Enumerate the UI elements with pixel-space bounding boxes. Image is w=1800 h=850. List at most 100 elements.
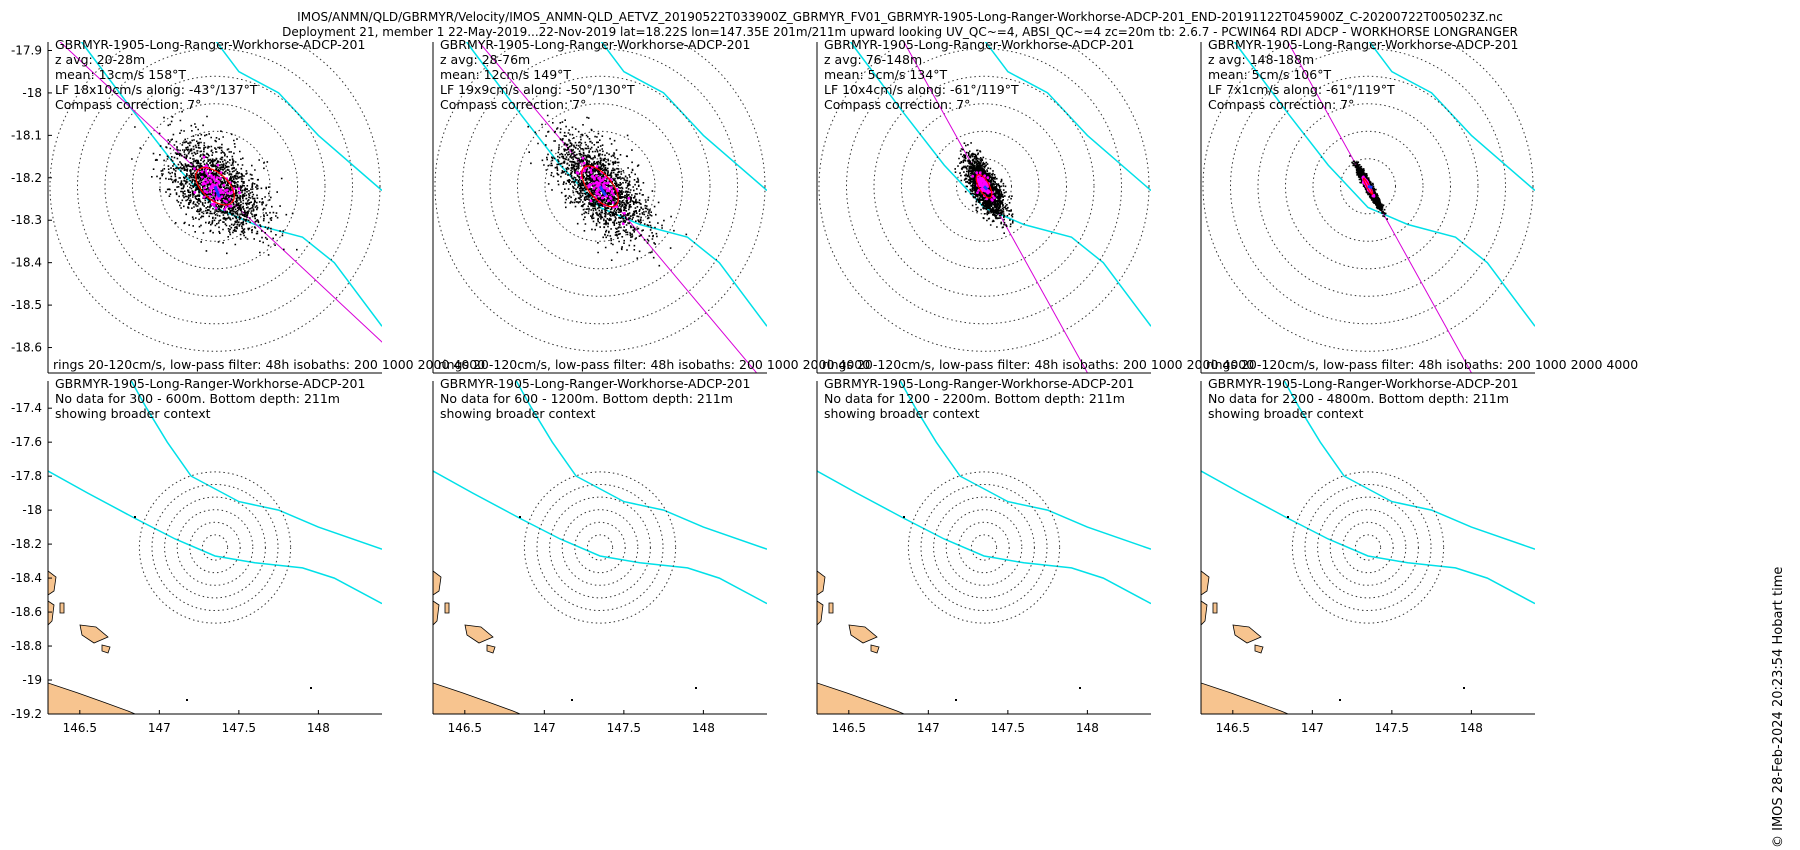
x-tick-label: 148 — [1460, 721, 1483, 735]
speed-ring — [189, 521, 241, 574]
reef-point — [695, 687, 697, 689]
speed-ring — [489, 75, 711, 297]
island — [59, 602, 65, 614]
isobath-line — [215, 42, 382, 192]
isobath-line — [433, 470, 767, 605]
context-label: showing broader context — [1208, 406, 1364, 421]
panel-title: GBRMYR-1905-Long-Ranger-Workhorse-ADCP-2… — [1208, 37, 1518, 52]
scatter-points — [527, 100, 688, 267]
y-tick-label: -17.8 — [11, 469, 42, 483]
y-tick-label: -18.2 — [11, 171, 42, 185]
compass-correction-label: Compass correction: 7° — [55, 97, 201, 112]
depth-range-label: z avg: 76-148m — [824, 52, 922, 67]
y-tick-label: -18.3 — [11, 213, 42, 227]
speed-ring — [462, 48, 738, 325]
mean-velocity-label: mean: 5cm/s 106°T — [1208, 67, 1331, 82]
x-tick-label: 146.5 — [63, 721, 97, 735]
reef-point — [1339, 699, 1341, 701]
panel-title: GBRMYR-1905-Long-Ranger-Workhorse-ADCP-2… — [55, 376, 365, 391]
lowpass-stats-label: LF 18x10cm/s along: -43°/137°T — [55, 82, 258, 97]
isobath-line — [1283, 381, 1535, 550]
island — [48, 600, 55, 626]
speed-ring — [132, 103, 298, 270]
y-tick-label: -18.6 — [11, 341, 42, 355]
reef-point — [1287, 516, 1289, 518]
speed-ring — [907, 471, 1061, 624]
figure-title-path: IMOS/ANMN/QLD/GBRMYR/Velocity/IMOS_ANMN-… — [297, 10, 1503, 24]
speed-ring — [933, 496, 1035, 599]
speed-ring — [1329, 509, 1407, 586]
speed-ring — [1257, 75, 1479, 297]
island — [817, 600, 824, 626]
speed-ring — [517, 103, 683, 270]
x-tick-label: 147 — [148, 721, 171, 735]
speed-ring — [574, 521, 626, 574]
velocity-scatter — [527, 100, 688, 267]
isobath-line — [984, 42, 1151, 192]
mean-vector — [1367, 184, 1373, 189]
context-label: showing broader context — [55, 406, 211, 421]
panel-title: GBRMYR-1905-Long-Ranger-Workhorse-ADCP-2… — [824, 376, 1134, 391]
y-tick-label: -17.4 — [11, 401, 42, 415]
island — [464, 624, 494, 644]
no-data-label: No data for 300 - 600m. Bottom depth: 21… — [55, 391, 340, 406]
y-tick-label: -18.4 — [11, 571, 42, 585]
mean-vector — [213, 185, 221, 198]
speed-ring — [958, 521, 1010, 574]
reef-point — [571, 699, 573, 701]
lowpass-stats-label: LF 7x1cm/s along: -61°/119°T — [1208, 82, 1395, 97]
compass-correction-label: Compass correction: 7° — [824, 97, 970, 112]
isobath-line — [48, 470, 382, 605]
footer-label: rings 20-120cm/s, low-pass filter: 48h i… — [822, 357, 1254, 372]
isobath-line — [130, 381, 382, 550]
speed-ring — [901, 103, 1067, 270]
speed-ring — [77, 48, 353, 325]
island — [817, 570, 826, 596]
no-data-label: No data for 600 - 1200m. Bottom depth: 2… — [440, 391, 733, 406]
context-label: showing broader context — [440, 406, 596, 421]
velocity-panel-2: GBRMYR-1905-Long-Ranger-Workhorse-ADCP-2… — [432, 37, 870, 374]
no-data-label: No data for 2200 - 4800m. Bottom depth: … — [1208, 391, 1509, 406]
mean-velocity-label: mean: 5cm/s 134°T — [824, 67, 947, 82]
plot-area — [433, 381, 767, 714]
y-tick-label: -18.2 — [11, 537, 42, 551]
island — [48, 570, 57, 596]
speed-ring — [159, 130, 271, 242]
panel-title: GBRMYR-1905-Long-Ranger-Workhorse-ADCP-2… — [1208, 376, 1518, 391]
compass-correction-label: Compass correction: 7° — [1208, 97, 1354, 112]
reef-point — [310, 687, 312, 689]
island — [1201, 600, 1208, 626]
y-tick-label: -19.2 — [11, 707, 42, 721]
plot-area — [434, 42, 767, 373]
island — [848, 624, 878, 644]
speed-ring — [523, 471, 677, 624]
panel-title: GBRMYR-1905-Long-Ranger-Workhorse-ADCP-2… — [824, 37, 1134, 52]
coastline — [817, 682, 906, 714]
x-tick-label: 147.5 — [1375, 721, 1409, 735]
x-tick-label: 146.5 — [1216, 721, 1250, 735]
speed-ring — [1312, 130, 1424, 242]
y-tick-label: -18.6 — [11, 605, 42, 619]
x-tick-label: 147 — [917, 721, 940, 735]
depth-range-label: z avg: 28-76m — [440, 52, 530, 67]
speed-ring — [536, 484, 664, 611]
x-tick-label: 147 — [533, 721, 556, 735]
x-tick-label: 148 — [1076, 721, 1099, 735]
context-panel-3: 146.5 147 147.5 148 GBRMYR-1905-Long-Ranger-… — [816, 376, 1151, 735]
speed-ring — [544, 130, 656, 242]
speed-ring — [586, 534, 614, 561]
footer-label: rings 20-120cm/s, low-pass filter: 48h i… — [53, 357, 485, 372]
depth-range-label: z avg: 20-28m — [55, 52, 145, 67]
speed-ring — [1304, 484, 1432, 611]
island — [870, 644, 880, 654]
speed-ring — [187, 158, 243, 215]
plot-area — [818, 42, 1151, 373]
reef-point — [903, 516, 905, 518]
variance-ellipse — [195, 167, 235, 206]
speed-ring — [818, 42, 1150, 352]
velocity-panel-1: -17.9 -18 -18.1 -18.2 -18.3 -18.4 -18.5 -18.6 GB… — [11, 37, 485, 374]
speed-ring — [49, 42, 381, 352]
footer-label: rings 20-120cm/s, low-pass filter: 48h i… — [438, 357, 870, 372]
plot-area — [1202, 42, 1535, 373]
